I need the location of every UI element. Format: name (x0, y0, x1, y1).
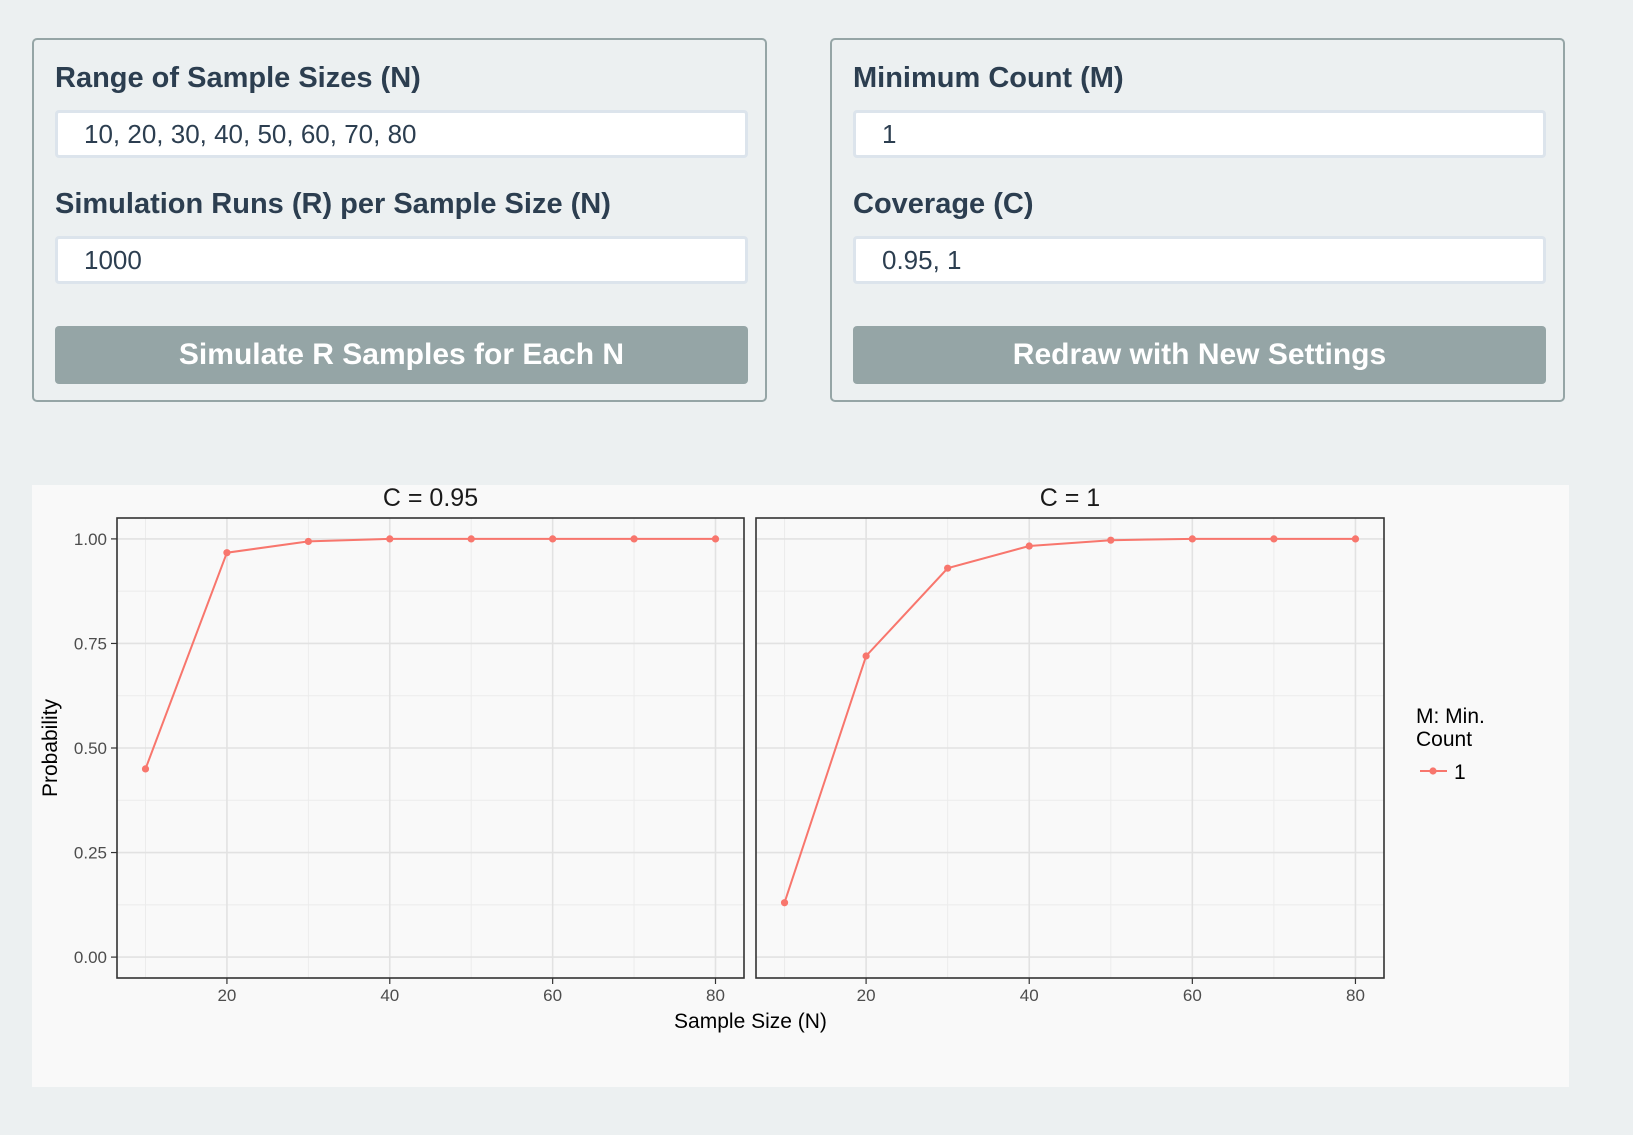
data-point (1351, 535, 1360, 543)
x-tick-label: 40 (1020, 986, 1039, 1005)
data-point (304, 537, 312, 546)
x-tick-label: 40 (380, 986, 399, 1005)
facet-title: C = 1 (1040, 485, 1100, 512)
minimum-count-label: Minimum Count (M) (853, 62, 1124, 94)
data-point (711, 535, 720, 543)
redraw-button[interactable]: Redraw with New Settings (853, 326, 1546, 384)
coverage-label: Coverage (C) (853, 188, 1034, 220)
data-point (386, 535, 394, 543)
y-tick-label: 0.75 (74, 634, 107, 653)
panel-border (755, 517, 1385, 979)
x-tick-label: 60 (543, 986, 562, 1005)
sample-settings-panel: Range of Sample Sizes (N) Simulation Run… (32, 38, 767, 402)
data-point (862, 652, 870, 660)
y-axis-title: Probability (39, 698, 62, 797)
simulate-button[interactable]: Simulate R Samples for Each N (55, 326, 748, 384)
series-line-m-1 (783, 537, 1356, 904)
data-point (549, 535, 557, 543)
legend-title: M: Min. (1416, 705, 1485, 728)
plot-canvas: C = 0.95 20 40 60 80 0.00 0.25 0.50 0.75 1.00 C = … (39, 485, 1485, 1033)
x-tick-label: 20 (857, 986, 876, 1005)
data-point (1025, 542, 1033, 550)
data-point (1107, 536, 1115, 544)
y-tick-label: 0.25 (74, 844, 107, 863)
simulation-runs-label: Simulation Runs (R) per Sample Size (N) (55, 188, 611, 220)
coverage-input[interactable] (853, 236, 1546, 284)
y-tick-label: 0.00 (74, 948, 107, 967)
minimum-count-input[interactable] (853, 110, 1546, 158)
legend-title: Count (1416, 728, 1472, 751)
data-point (467, 535, 475, 543)
x-tick-label: 60 (1183, 986, 1202, 1005)
sample-sizes-label: Range of Sample Sizes (N) (55, 62, 421, 94)
simulation-runs-input[interactable] (55, 236, 748, 284)
y-tick-label: 1.00 (74, 530, 107, 549)
data-point (1188, 535, 1196, 543)
data-point (223, 549, 231, 557)
x-tick-label: 80 (706, 986, 725, 1005)
display-settings-panel: Minimum Count (M) Coverage (C) Redraw wi… (830, 38, 1565, 402)
legend-key-point (1429, 767, 1437, 775)
x-axis-title: Sample Size (N) (674, 1010, 827, 1033)
y-tick-label: 0.50 (74, 739, 107, 758)
sample-sizes-input[interactable] (55, 110, 748, 158)
x-tick-label: 20 (217, 986, 236, 1005)
legend-entry-label: 1 (1454, 761, 1466, 784)
facet-title: C = 0.95 (383, 485, 478, 512)
x-tick-label: 80 (1346, 986, 1365, 1005)
series-line-m-1 (144, 537, 716, 770)
data-point (630, 535, 638, 543)
data-point (944, 564, 952, 572)
data-point (141, 765, 150, 773)
data-point (780, 899, 789, 907)
data-point (1270, 535, 1278, 543)
probability-plot: C = 0.95 20 40 60 80 0.00 0.25 0.50 0.75 1.00 C = … (32, 485, 1569, 1087)
